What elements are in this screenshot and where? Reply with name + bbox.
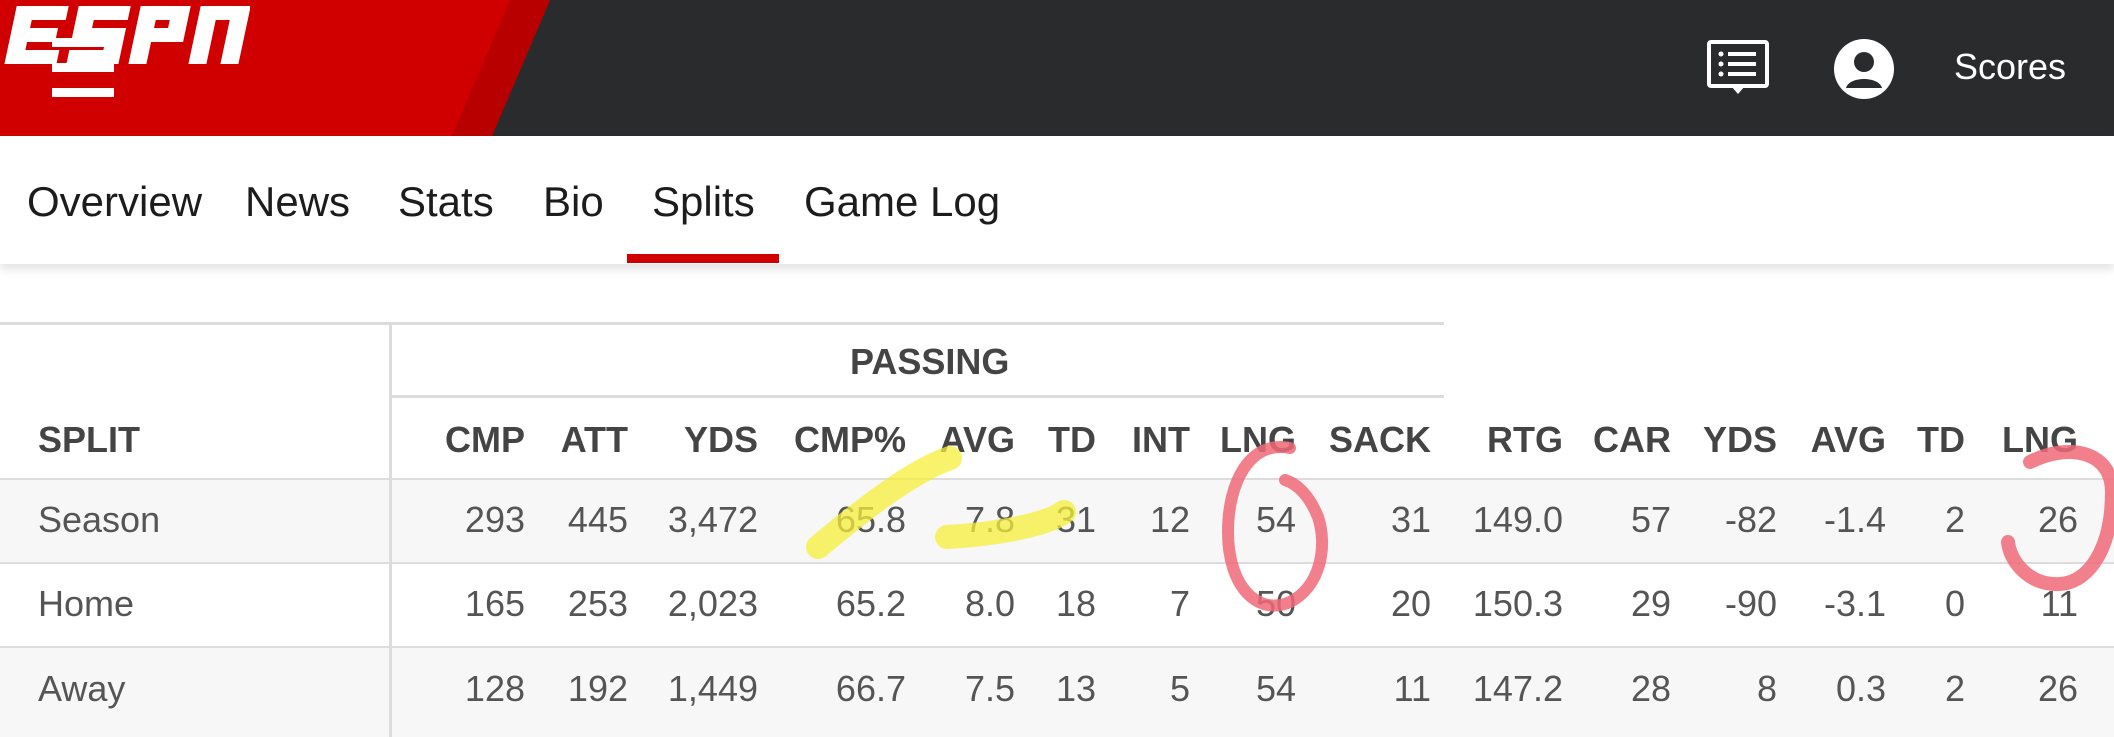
split-column-header: SPLIT — [38, 419, 141, 460]
row-divider — [0, 562, 2114, 564]
group-header-divider — [390, 395, 1444, 398]
table-cell: 0 — [1944, 583, 1965, 624]
tab-splits[interactable]: Splits — [652, 178, 755, 225]
table-cell: 2,023 — [667, 583, 758, 624]
column-header[interactable]: LNG — [1220, 419, 1296, 460]
column-header[interactable]: TD — [1917, 419, 1965, 460]
column-header[interactable]: RTG — [1487, 419, 1563, 460]
tab-news[interactable]: News — [245, 178, 351, 225]
table-cell: 7.8 — [964, 499, 1015, 540]
table-cell: 20 — [1390, 583, 1431, 624]
table-cell: 65.8 — [835, 499, 906, 540]
player-tabs: Overview News Stats Bio Splits Game Log — [0, 136, 2114, 264]
table-cell: 149.0 — [1472, 499, 1563, 540]
column-header[interactable]: CAR — [1593, 419, 1671, 460]
table-cell: 5 — [1169, 668, 1190, 709]
menu-icon[interactable] — [52, 38, 114, 97]
table-cell: 26 — [2037, 668, 2078, 709]
table-row — [0, 648, 2114, 737]
table-cell: 2 — [1944, 499, 1965, 540]
table-cell: 13 — [1055, 668, 1096, 709]
table-cell: 11 — [1393, 668, 1431, 709]
table-cell: 31 — [1055, 499, 1096, 540]
table-cell: 50 — [1255, 583, 1296, 624]
feed-icon[interactable] — [1707, 38, 1769, 100]
tab-overview[interactable]: Overview — [27, 178, 203, 225]
table-cell: 28 — [1630, 668, 1671, 709]
column-header[interactable]: SACK — [1328, 419, 1431, 460]
table-cell: 1,449 — [667, 668, 758, 709]
split-column-divider — [389, 322, 392, 737]
table-cell: 128 — [464, 668, 525, 709]
table-cell: 147.2 — [1472, 668, 1563, 709]
table-cell: -90 — [1724, 583, 1777, 624]
splits-table: PASSING SPLIT CMP ATT YDS CMP% AVG TD INT LNG SA… — [0, 322, 2114, 737]
table-cell: 253 — [567, 583, 628, 624]
table-cell: 11 — [2040, 583, 2078, 624]
table-cell: 57 — [1630, 499, 1671, 540]
table-cell: -1.4 — [1823, 499, 1886, 540]
table-cell: 2 — [1944, 668, 1965, 709]
table-cell: 29 — [1630, 583, 1671, 624]
column-header[interactable]: AVG — [1810, 419, 1886, 460]
table-cell: 8 — [1756, 668, 1777, 709]
row-divider — [0, 478, 2114, 480]
user-account-icon[interactable] — [1833, 38, 1895, 100]
table-cell: 150.3 — [1472, 583, 1563, 624]
table-cell: 8.0 — [964, 583, 1015, 624]
split-label: Home — [38, 583, 135, 624]
column-header[interactable]: TD — [1048, 419, 1096, 460]
column-header[interactable]: CMP% — [793, 419, 906, 460]
table-row — [0, 564, 2114, 646]
row-divider — [0, 646, 2114, 648]
table-cell: 54 — [1255, 668, 1296, 709]
column-header[interactable]: ATT — [560, 419, 628, 460]
column-header[interactable]: INT — [1132, 419, 1190, 460]
column-header[interactable]: YDS — [683, 419, 758, 460]
brand-block — [0, 0, 560, 136]
split-label: Away — [38, 668, 126, 709]
table-cell: 445 — [567, 499, 628, 540]
column-header[interactable]: AVG — [939, 419, 1015, 460]
top-navigation-bar: Scores — [0, 0, 2114, 136]
table-cell: 54 — [1255, 499, 1296, 540]
table-cell: 0.3 — [1835, 668, 1886, 709]
tab-game-log[interactable]: Game Log — [804, 178, 1001, 225]
table-cell: 293 — [464, 499, 525, 540]
column-header[interactable]: CMP — [445, 419, 525, 460]
table-border — [0, 322, 1444, 325]
table-cell: -82 — [1724, 499, 1777, 540]
table-cell: 66.7 — [835, 668, 906, 709]
tab-stats[interactable]: Stats — [398, 178, 494, 225]
table-cell: 165 — [464, 583, 525, 624]
table-cell: 18 — [1055, 583, 1096, 624]
table-cell: 7.5 — [964, 668, 1015, 709]
espn-logo[interactable] — [0, 0, 250, 70]
table-cell: 7 — [1169, 583, 1190, 624]
table-cell: -3.1 — [1823, 583, 1886, 624]
split-label: Season — [38, 499, 161, 540]
tab-bio[interactable]: Bio — [543, 178, 604, 225]
table-cell: 192 — [567, 668, 628, 709]
active-tab-indicator — [627, 254, 779, 263]
passing-group-header: PASSING — [850, 341, 1010, 382]
scores-link[interactable]: Scores — [1954, 46, 2067, 87]
table-cell: 12 — [1149, 499, 1190, 540]
table-cell: 26 — [2037, 499, 2078, 540]
column-header[interactable]: LNG — [2002, 419, 2078, 460]
column-header[interactable]: YDS — [1702, 419, 1777, 460]
table-cell: 3,472 — [667, 499, 758, 540]
table-cell: 31 — [1390, 499, 1431, 540]
table-cell: 65.2 — [835, 583, 906, 624]
